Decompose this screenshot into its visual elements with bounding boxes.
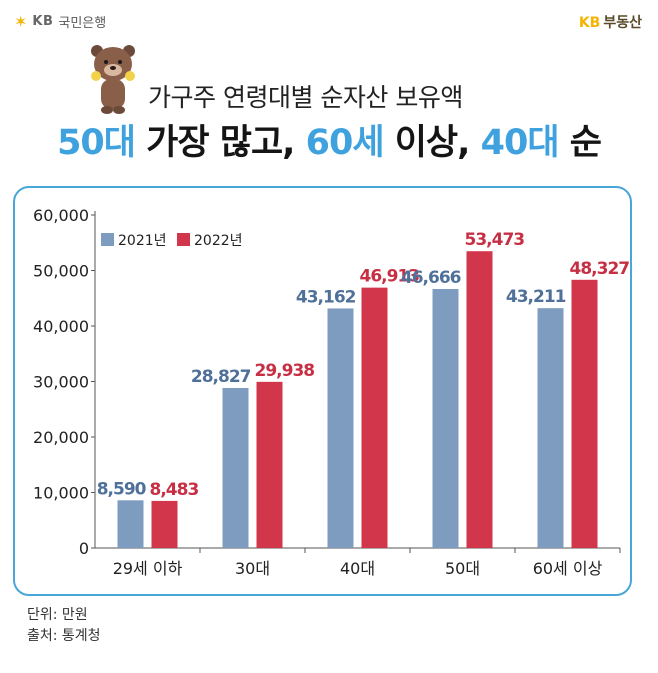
kb-realestate-logo: KB 부동산 (579, 12, 642, 32)
data-label-2021년: 43,211 (506, 287, 566, 307)
data-label-2022년: 29,938 (255, 361, 315, 381)
source-note: 출처: 통계청 (27, 628, 101, 644)
bar-2021년 (327, 308, 354, 548)
headline-accent-50s: 50대 (57, 123, 136, 163)
data-label-2022년: 53,473 (465, 230, 525, 250)
x-tick-label: 60세 이상 (533, 559, 603, 578)
x-tick-label: 30대 (235, 559, 270, 578)
headline-accent-40s: 40대 (480, 123, 560, 163)
headline-text-1: 가장 많고, (134, 123, 306, 163)
legend-label: 2022년 (194, 233, 243, 249)
y-tick-label: 60,000 (33, 206, 89, 225)
bear-mascot-icon (91, 45, 135, 114)
headline-text-2: 이상, (383, 123, 481, 163)
data-label-2021년: 28,827 (191, 367, 251, 387)
bar-2021년 (432, 289, 459, 548)
kb-bank-mark: KB (32, 14, 54, 29)
x-tick-label: 50대 (445, 559, 480, 578)
bar-2021년 (222, 388, 249, 548)
bar-2022년 (151, 500, 178, 548)
unit-note: 단위: 만원 (27, 607, 88, 623)
data-label-2022년: 48,327 (570, 259, 630, 279)
bar-2022년 (571, 279, 598, 548)
chart-subtitle: 가구주 연령대별 순자산 보유액 (148, 83, 463, 112)
bar-2022년 (361, 287, 388, 548)
legend-swatch (101, 233, 114, 246)
bar-2021년 (537, 308, 564, 548)
y-tick-label: 50,000 (33, 262, 89, 281)
kb-realestate-mark: KB (578, 15, 601, 31)
data-label-2021년: 43,162 (296, 287, 356, 307)
data-label-2022년: 8,483 (150, 480, 199, 500)
data-label-2021년: 8,590 (97, 479, 147, 499)
kb-star-icon: ✶ (14, 11, 28, 31)
chart-headline: 50대 가장 많고, 60세 이상, 40대 순 (0, 114, 658, 165)
y-tick-label: 20,000 (33, 428, 89, 447)
bar-2022년 (466, 251, 493, 548)
kb-bank-name: 국민은행 (58, 16, 107, 31)
headline-accent-60s: 60세 (305, 123, 385, 163)
legend-label: 2021년 (118, 233, 167, 249)
headline-text-3: 순 (558, 123, 602, 163)
x-tick-label: 40대 (340, 559, 375, 578)
kb-bank-logo: ✶ KB 국민은행 (14, 12, 106, 31)
data-label-2021년: 46,666 (401, 268, 461, 288)
bar-2021년 (117, 500, 144, 548)
bar-2022년 (256, 381, 283, 548)
bar-chart: 0 10,000 20,000 30,000 40,000 50,000 60,000 29세… (33, 206, 630, 578)
y-tick-label: 0 (79, 539, 89, 558)
legend-swatch (177, 233, 190, 246)
y-tick-label: 30,000 (33, 373, 89, 392)
y-tick-label: 40,000 (33, 317, 89, 336)
x-tick-label: 29세 이하 (113, 559, 183, 578)
y-tick-label: 10,000 (33, 484, 89, 503)
kb-realestate-name: 부동산 (603, 15, 642, 31)
data-label-2022년: 46,913 (360, 267, 420, 287)
chart-card: 0 10,000 20,000 30,000 40,000 50,000 60,000 29세… (13, 186, 632, 596)
